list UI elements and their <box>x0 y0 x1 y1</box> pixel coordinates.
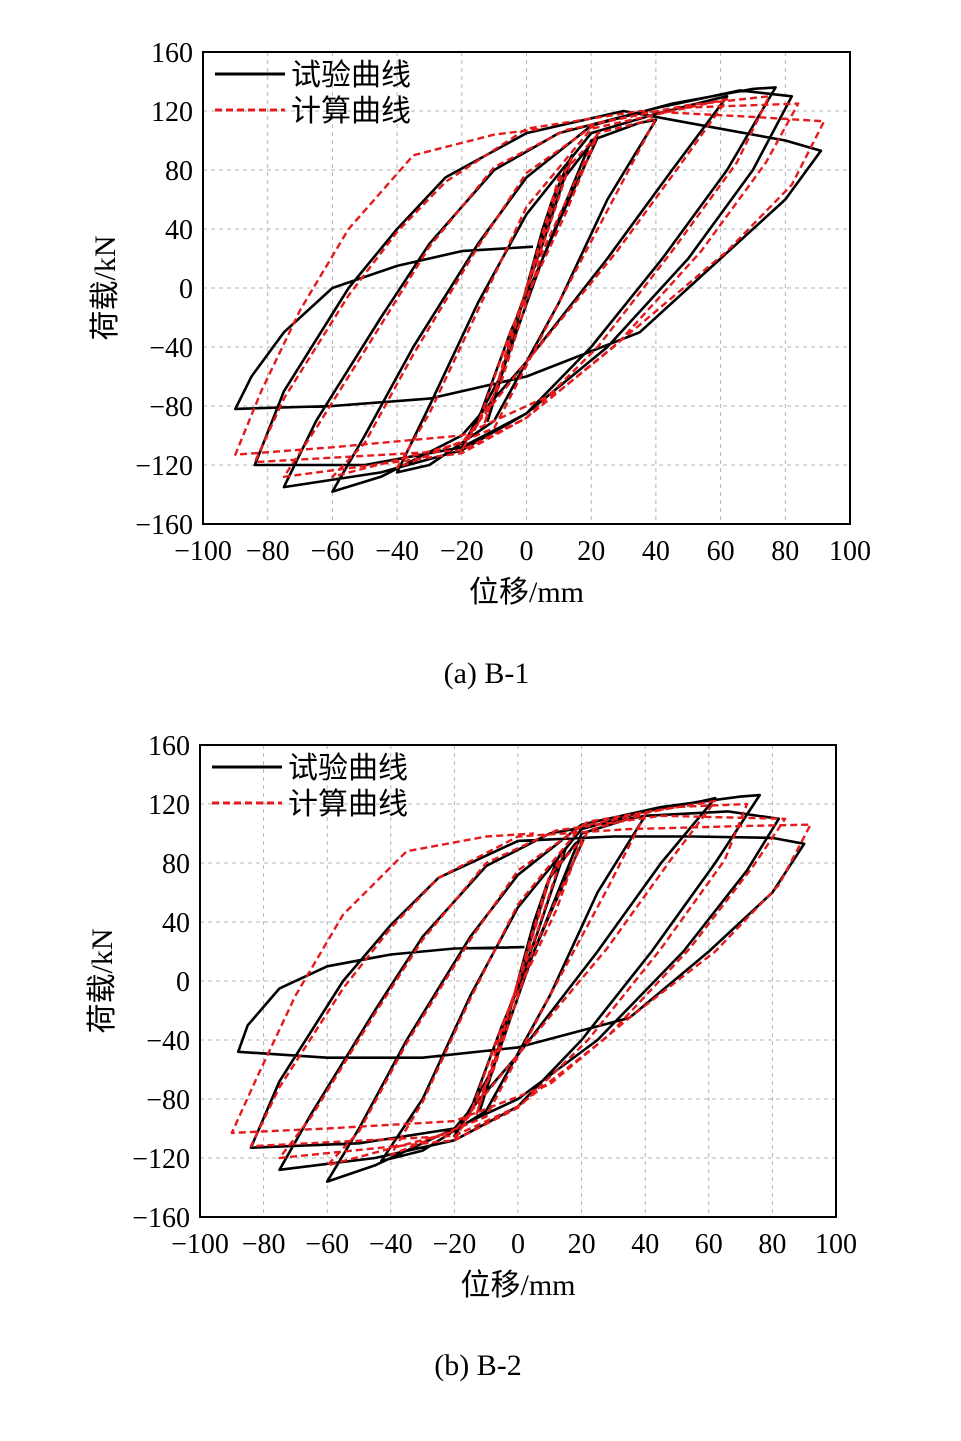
grid-lines <box>203 52 850 524</box>
x-tick-label: −20 <box>440 536 484 567</box>
x-axis-title: 位移/mm <box>469 576 584 609</box>
x-tick-label: 40 <box>642 536 670 567</box>
x-tick-label: 60 <box>695 1229 723 1260</box>
y-tick-labels: −160 −120 −80 −40 0 40 80 120 160 <box>132 731 190 1234</box>
x-tick-label: −100 <box>174 536 232 567</box>
plot-frame <box>202 51 851 525</box>
series-calculation-curve <box>234 95 826 478</box>
y-tick-labels: −160 −120 −80 −40 0 40 80 120 160 <box>135 38 193 541</box>
y-tick-label: −160 <box>135 510 193 541</box>
y-tick-label: −40 <box>146 1026 190 1057</box>
y-tick-label: 40 <box>162 908 190 939</box>
legend-label-experiment: 试验曲线 <box>288 752 408 785</box>
x-tick-label: −40 <box>375 536 419 567</box>
y-tick-label: 0 <box>179 274 193 305</box>
series-experiment-curve <box>234 86 823 493</box>
legend-label-experiment: 试验曲线 <box>291 59 411 92</box>
x-tick-label: 80 <box>758 1229 786 1260</box>
x-tick-label: 0 <box>520 536 534 567</box>
plot-frame <box>199 744 837 1218</box>
x-tick-label: 60 <box>707 536 735 567</box>
legend-label-calculation: 计算曲线 <box>288 788 408 821</box>
y-tick-label: −40 <box>149 333 193 364</box>
series-calculation-curve <box>230 799 812 1167</box>
x-tick-label: −60 <box>305 1229 349 1260</box>
series-layer <box>230 793 812 1183</box>
y-tick-label: 40 <box>165 215 193 246</box>
x-axis-title: 位移/mm <box>460 1269 575 1302</box>
x-tick-label: 100 <box>815 1229 857 1260</box>
panel-caption: (b) B-2 <box>434 1349 521 1382</box>
y-tick-label: 80 <box>165 156 193 187</box>
x-tick-labels: −100 −80 −60 −40 −20 0 20 40 60 80 100 <box>171 1229 857 1260</box>
y-tick-label: 80 <box>162 849 190 880</box>
x-tick-label: −80 <box>246 536 290 567</box>
y-axis-title: 荷载/kN <box>89 236 122 341</box>
x-tick-label: 20 <box>577 536 605 567</box>
y-tick-label: −120 <box>132 1144 190 1175</box>
y-tick-label: −160 <box>132 1203 190 1234</box>
y-axis-title: 荷载/kN <box>86 929 119 1034</box>
x-tick-label: 100 <box>829 536 871 567</box>
x-tick-labels: −100 −80 −60 −40 −20 0 20 40 60 80 100 <box>174 536 871 567</box>
x-tick-label: −100 <box>171 1229 229 1260</box>
series-layer <box>234 86 826 493</box>
y-tick-label: −120 <box>135 451 193 482</box>
y-tick-label: 120 <box>151 97 193 128</box>
panel-caption: (a) B-1 <box>444 657 530 690</box>
chart-panel-b1: −100 −80 −60 −40 −20 0 20 40 60 80 100 −160 −120 −80… <box>89 38 871 690</box>
x-tick-label: −80 <box>242 1229 286 1260</box>
x-tick-label: −60 <box>311 536 355 567</box>
x-tick-label: 40 <box>631 1229 659 1260</box>
y-tick-label: −80 <box>146 1085 190 1116</box>
legend: 试验曲线 计算曲线 <box>212 752 408 821</box>
x-tick-label: −40 <box>369 1229 413 1260</box>
y-tick-label: 160 <box>148 731 190 762</box>
y-tick-label: 160 <box>151 38 193 69</box>
legend: 试验曲线 计算曲线 <box>215 59 411 128</box>
x-tick-label: 0 <box>511 1229 525 1260</box>
x-tick-label: 20 <box>568 1229 596 1260</box>
y-tick-label: 0 <box>176 967 190 998</box>
y-tick-label: −80 <box>149 392 193 423</box>
y-tick-label: 120 <box>148 790 190 821</box>
legend-label-calculation: 计算曲线 <box>291 95 411 128</box>
chart-panel-b2: −100 −80 −60 −40 −20 0 20 40 60 80 100 −160 −120 −80… <box>86 731 857 1382</box>
x-tick-label: 80 <box>771 536 799 567</box>
x-tick-label: −20 <box>433 1229 477 1260</box>
